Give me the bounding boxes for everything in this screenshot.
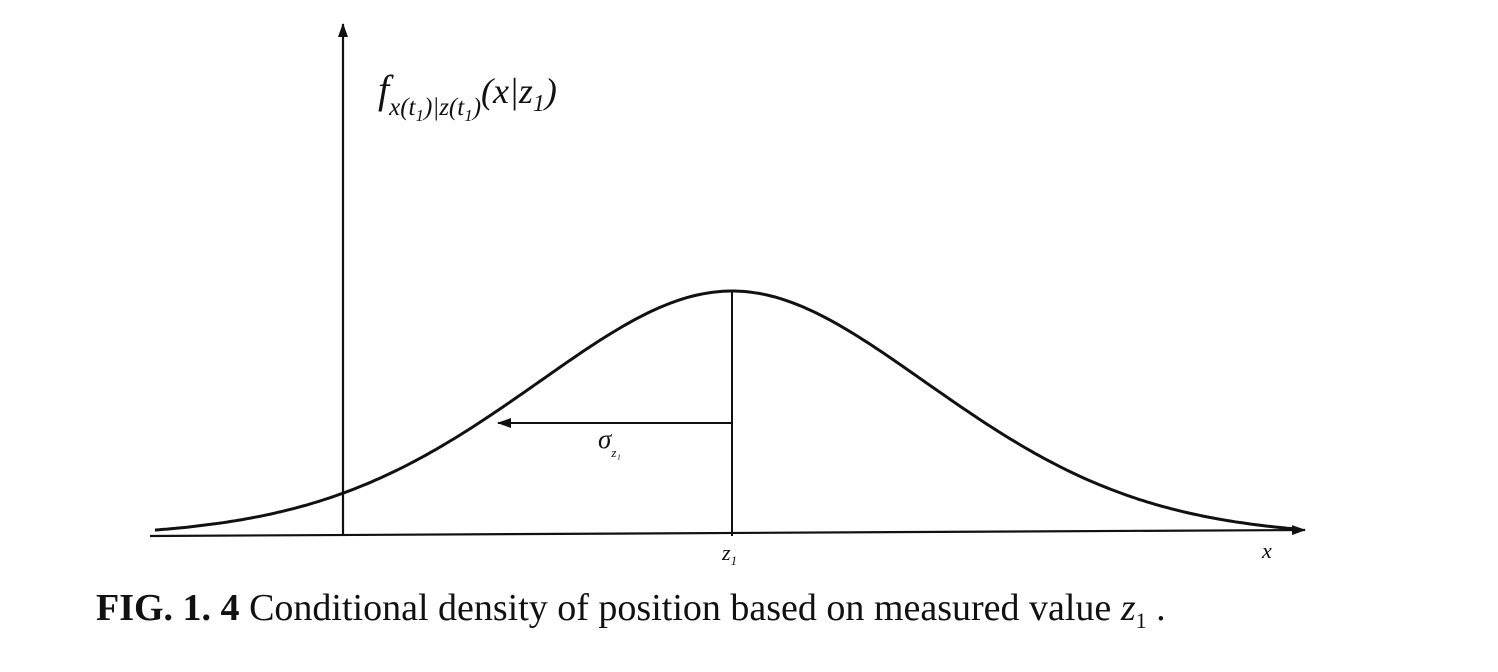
y-axis-label: fx(t1)|z(t1)(x|z1) <box>378 67 557 125</box>
density-curve <box>154 289 1300 532</box>
x-axis <box>149 525 1306 538</box>
x-axis-label: x <box>1262 538 1272 563</box>
sigma-label: σz₁ <box>598 424 621 460</box>
mean-tick-label: z1 <box>722 540 738 568</box>
figure-caption: FIG. 1. 4 Conditional density of positio… <box>96 587 1166 633</box>
figure-number: FIG. 1. 4 <box>96 587 240 629</box>
